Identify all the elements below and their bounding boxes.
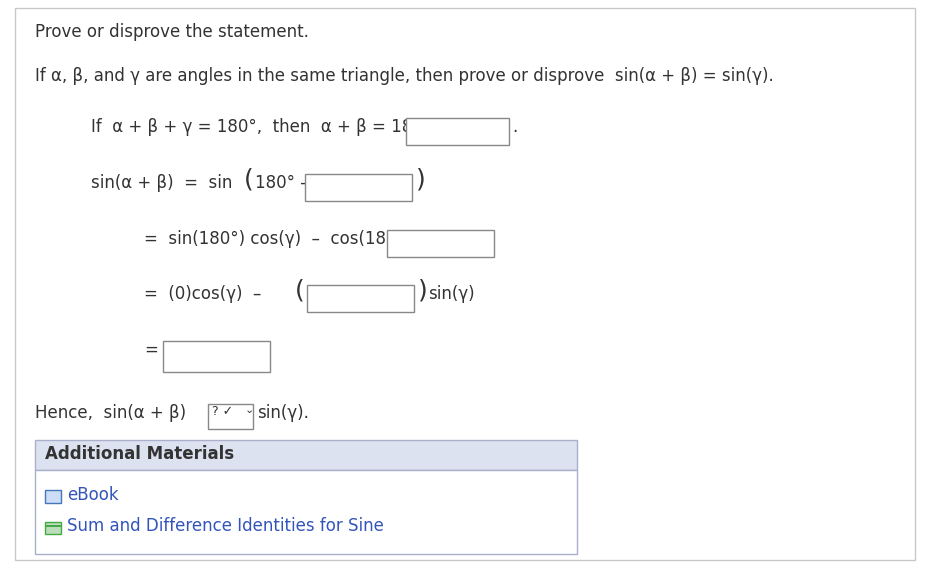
Text: eBook: eBook xyxy=(67,486,119,504)
FancyBboxPatch shape xyxy=(35,470,577,554)
FancyBboxPatch shape xyxy=(15,8,915,560)
FancyBboxPatch shape xyxy=(45,490,61,503)
Text: 180° –: 180° – xyxy=(255,174,309,192)
Text: =: = xyxy=(144,341,158,359)
FancyBboxPatch shape xyxy=(35,440,577,470)
FancyBboxPatch shape xyxy=(45,522,61,534)
FancyBboxPatch shape xyxy=(406,118,509,145)
FancyBboxPatch shape xyxy=(163,341,270,372)
FancyBboxPatch shape xyxy=(305,174,412,201)
Text: =  (0)cos(γ)  –: = (0)cos(γ) – xyxy=(144,285,272,303)
Text: sin(γ): sin(γ) xyxy=(428,285,474,303)
FancyBboxPatch shape xyxy=(307,285,414,312)
Text: If  α + β + γ = 180°,  then  α + β = 180° –: If α + β + γ = 180°, then α + β = 180° – xyxy=(91,118,445,136)
Text: Hence,  sin(α + β): Hence, sin(α + β) xyxy=(35,404,186,422)
Text: sin(γ).: sin(γ). xyxy=(257,404,309,422)
Text: ? ✓: ? ✓ xyxy=(212,405,233,418)
Text: ): ) xyxy=(418,278,427,302)
Text: ⌄: ⌄ xyxy=(245,405,254,415)
Text: Sum and Difference Identities for Sine: Sum and Difference Identities for Sine xyxy=(67,517,384,535)
FancyBboxPatch shape xyxy=(208,404,253,429)
Text: (: ( xyxy=(295,278,304,302)
Text: If α, β, and γ are angles in the same triangle, then prove or disprove  sin(α + : If α, β, and γ are angles in the same tr… xyxy=(35,67,774,85)
Text: Additional Materials: Additional Materials xyxy=(45,445,233,463)
FancyBboxPatch shape xyxy=(45,525,61,527)
Text: (: ( xyxy=(244,167,253,191)
Text: ): ) xyxy=(416,167,425,191)
Text: Prove or disprove the statement.: Prove or disprove the statement. xyxy=(35,23,309,41)
Text: .: . xyxy=(512,118,518,136)
FancyBboxPatch shape xyxy=(387,230,494,257)
Text: =  sin(180°) cos(γ)  –  cos(180°): = sin(180°) cos(γ) – cos(180°) xyxy=(144,230,411,248)
Text: sin(α + β)  =  sin: sin(α + β) = sin xyxy=(91,174,232,192)
